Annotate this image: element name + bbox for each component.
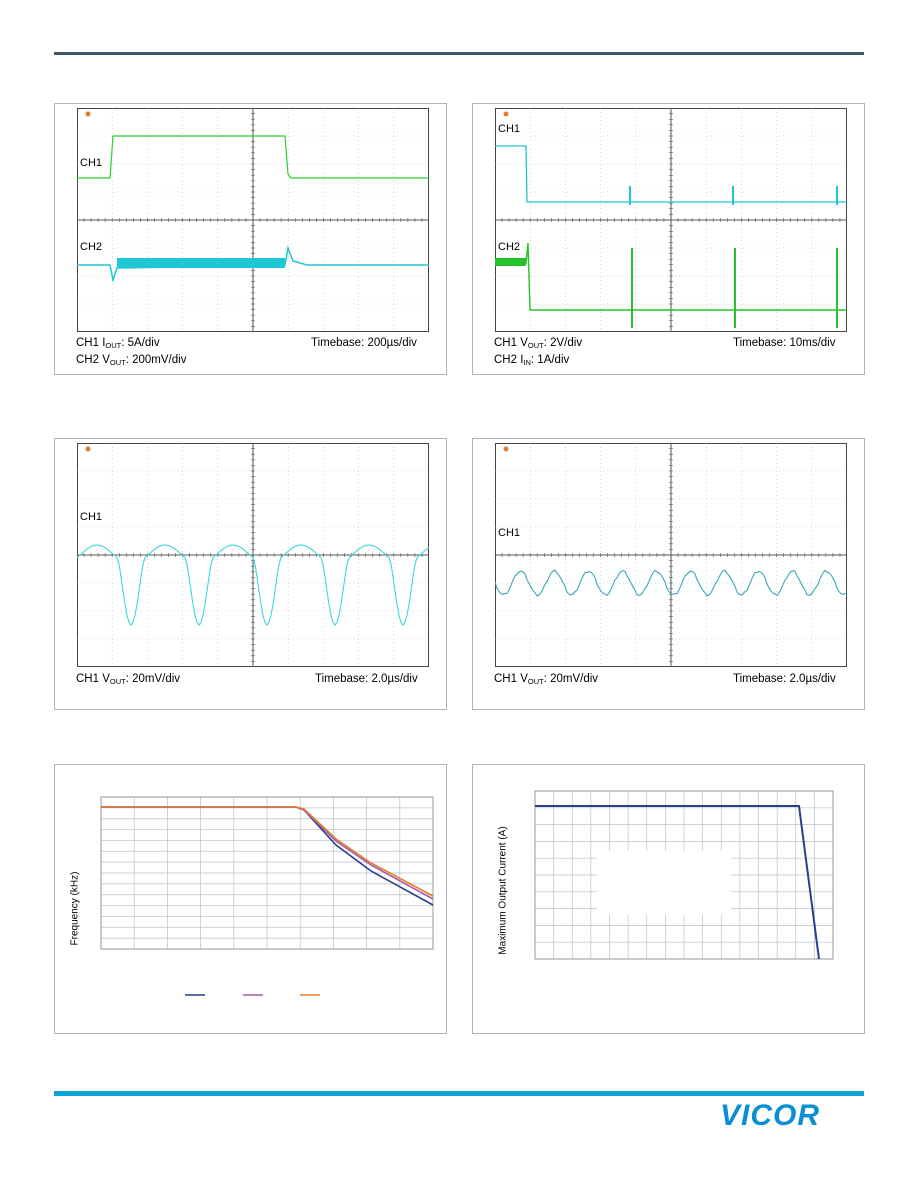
y-axis-label: Frequency (kHz) (69, 871, 81, 946)
caption-sub: OUT (109, 677, 126, 686)
plot-frame (534, 790, 834, 960)
timebase: Timebase: 2.0µs/div (733, 673, 836, 685)
caption-ch1-pre: CH1 I (76, 337, 106, 349)
timebase: Timebase: 2.0µs/div (315, 673, 418, 685)
caption-ch2-pre: CH2 I (494, 354, 524, 366)
figure-panel-3: CH1 CH1 VOUT: 20mV/div Timebase: 2.0µs/d… (54, 438, 447, 710)
caption-sub: OUT (527, 677, 544, 686)
scope-screen-2 (495, 108, 847, 332)
ch1-trace (495, 569, 847, 597)
timebase: Timebase: 10ms/div (733, 337, 836, 349)
ch2-ripple-band (117, 258, 285, 268)
caption-ch2-sub: OUT (109, 358, 126, 367)
scope-grid-3 (77, 443, 429, 667)
caption-ch1-post: : 2V/div (543, 337, 583, 349)
caption-ch1-sub: OUT (527, 341, 544, 350)
vicor-logo: VICOR (720, 1101, 820, 1129)
ch2-noise (495, 258, 526, 266)
footer-rule (54, 1091, 864, 1096)
derating-line (535, 805, 820, 960)
caption-pre: CH1 V (494, 673, 528, 685)
scope-grid-1 (77, 108, 429, 332)
caption-ch1: CH1 VOUT: 20mV/div (494, 672, 598, 689)
trigger-marker (503, 446, 509, 452)
figure-panel-2: CH1 CH2 CH1 VOUT: 2V/div Timebase: 10ms/… (472, 103, 865, 375)
scope-screen-3 (77, 443, 429, 667)
ch1-trace (77, 544, 429, 626)
caption-ch2-pre: CH2 V (76, 354, 110, 366)
caption-ch2-sub: IN (523, 358, 531, 367)
figure-panel-4: CH1 CH1 VOUT: 20mV/div Timebase: 2.0µs/d… (472, 438, 865, 710)
trigger-marker (85, 446, 91, 452)
figure-panel-1: CH1 CH2 CH1 IOUT: 5A/div Timebase: 200µs… (54, 103, 447, 375)
figure-panel-5: Frequency (kHz) (54, 764, 447, 1034)
caption-ch2: CH2 VOUT: 200mV/div (76, 353, 186, 370)
caption-ch2-post: : 200mV/div (125, 354, 187, 366)
plot-annotation-box (597, 851, 731, 915)
series-line (101, 806, 434, 897)
current-derating-plot (534, 790, 834, 960)
caption-ch1-post: : 5A/div (121, 337, 160, 349)
caption-post: : 20mV/div (543, 673, 599, 685)
ch1-trace (495, 145, 847, 203)
header-rule (54, 52, 864, 55)
ch1-label: CH1 (80, 511, 103, 523)
caption-ch1: CH1 VOUT: 20mV/div (76, 672, 180, 689)
caption-ch1: CH1 VOUT: 2V/div (494, 336, 582, 353)
caption-ch2: CH2 IIN: 1A/div (494, 353, 569, 370)
scope-screen-1 (77, 108, 429, 332)
caption-pre: CH1 V (76, 673, 110, 685)
scope-screen-4 (495, 443, 847, 667)
caption-ch2-post: : 1A/div (530, 354, 570, 366)
caption-ch1-sub: OUT (105, 341, 122, 350)
ch1-label: CH1 (498, 123, 521, 135)
caption-ch1-pre: CH1 V (494, 337, 528, 349)
plot-frame (100, 796, 434, 950)
ch1-trace (77, 135, 429, 179)
ch2-trace (77, 245, 429, 283)
caption-ch1: CH1 IOUT: 5A/div (76, 336, 160, 353)
timebase: Timebase: 200µs/div (311, 337, 417, 349)
caption-post: : 20mV/div (125, 673, 181, 685)
scope-grid-2 (495, 108, 847, 332)
ch2-label: CH2 (498, 241, 521, 253)
logo-text: VICOR (720, 1101, 820, 1129)
trigger-marker (85, 111, 91, 117)
figure-panel-6: Maximum Output Current (A) (472, 764, 865, 1034)
ch2-label: CH2 (80, 241, 103, 253)
scope-grid-4 (495, 443, 847, 667)
y-axis-label: Maximum Output Current (A) (497, 826, 509, 955)
trigger-marker (503, 111, 509, 117)
ch1-label: CH1 (80, 157, 103, 169)
frequency-plot (100, 796, 434, 996)
ch1-label: CH1 (498, 527, 521, 539)
